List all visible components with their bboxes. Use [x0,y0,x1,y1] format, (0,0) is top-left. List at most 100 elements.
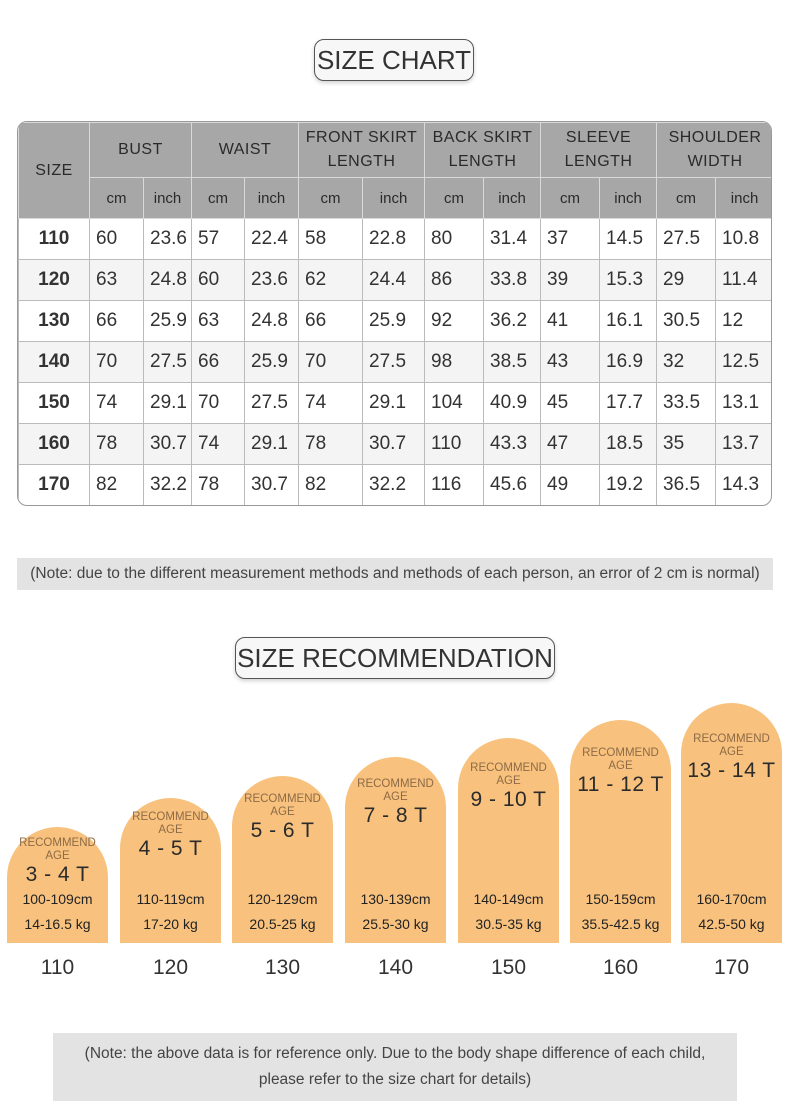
table-cell: 39 [540,259,601,301]
column-group-label: LENGTH [448,153,517,170]
table-cell: 37 [540,218,601,260]
measurement-note: (Note: due to the different measurement … [17,558,773,590]
table-cell: 29.1 [142,382,193,424]
age-label: AGE [383,790,408,803]
reference-note-line-2: please refer to the size chart for detai… [258,1071,532,1088]
recommendation-arch: RECOMMEND AGE 13 - 14 T 160-170cm 42.5-50 kg [681,703,782,943]
table-row: 160 78 30.7 74 29.1 78 30.7 110 43.3 47 18.5 35 13.7 [18,423,771,465]
table-cell: 10.8 [715,218,771,260]
column-group-header: SLEEVE LENGTH [540,122,658,178]
column-group-label: LENGTH [327,153,396,170]
table-cell: 22.8 [362,218,426,260]
table-cell: 47 [540,423,601,465]
table-cell: 23.6 [244,259,300,301]
age-label: AGE [158,824,183,837]
table-cell: 58 [298,218,364,260]
table-cell: 24.8 [142,259,193,301]
table-cell: 13.1 [715,382,771,424]
weight-range: 30.5-35 kg [475,916,542,932]
table-cell: 32 [656,341,717,383]
unit-header: inch [599,177,658,219]
age-label: AGE [270,806,295,819]
table-cell: 33.8 [483,259,542,301]
table-cell: 63 [89,259,144,301]
table-cell: 15.3 [599,259,658,301]
recommendation-arch: RECOMMEND AGE 9 - 10 T 140-149cm 30.5-35 kg [458,738,559,943]
height-range: 130-139cm [360,891,431,907]
column-group-header: BACK SKIRT LENGTH [424,122,542,178]
height-range: 160-170cm [696,891,767,907]
recommended-age: 3 - 4 T [25,863,90,886]
height-range: 110-119cm [136,891,205,907]
table-cell: 45.6 [483,464,542,505]
weight-range: 42.5-50 kg [698,916,765,932]
table-cell: 23.6 [142,218,193,260]
table-cell: 19.2 [599,464,658,505]
table-cell: 74 [89,382,144,424]
column-group-label: LENGTH [564,153,633,170]
table-cell: 43.3 [483,423,542,465]
recommended-age: 7 - 8 T [363,803,428,827]
table-cell: 74 [298,382,364,424]
row-size-cell: 170 [18,464,90,505]
unit-header: inch [244,177,300,219]
table-cell: 22.4 [244,218,300,260]
table-cell: 30.7 [362,423,426,465]
unit-header: inch [362,177,426,219]
table-cell: 16.9 [599,341,658,383]
recommended-age: 4 - 5 T [138,837,203,861]
column-group-label: BUST [118,141,163,158]
reference-note-line-1: (Note: the above data is for reference o… [84,1045,706,1062]
table-cell: 60 [89,218,144,260]
table-cell: 30.5 [656,300,717,342]
recommendation-size-label: 110 [40,956,75,979]
recommendation-size-label: 170 [713,956,750,979]
weight-range: 25.5-30 kg [362,916,429,932]
column-group-header: WAIST [191,122,300,178]
unit-header: cm [191,177,246,219]
weight-range: 14-16.5 kg [24,916,91,932]
recommendation-size-label: 140 [377,956,414,979]
height-range: 150-159cm [585,891,656,907]
recommended-age: 5 - 6 T [250,819,315,843]
column-group-label: SLEEVE [565,129,632,146]
recommendation-size-label: 130 [264,956,301,979]
table-cell: 11.4 [715,259,771,301]
table-cell: 80 [424,218,485,260]
recommended-age: 13 - 14 T [687,759,776,783]
row-size-cell: 120 [18,259,90,301]
table-cell: 12 [715,300,771,342]
table-cell: 27.5 [142,341,193,383]
table-cell: 13.7 [715,423,771,465]
table-row: 170 82 32.2 78 30.7 82 32.2 116 45.6 49 19.2 36.5 14… [18,464,771,505]
row-size-cell: 130 [18,300,90,342]
table-cell: 35 [656,423,717,465]
recommendation-arch: RECOMMEND AGE 5 - 6 T 120-129cm 20.5-25 kg [232,776,333,943]
table-cell: 36.2 [483,300,542,342]
column-group-label: WAIST [218,141,272,158]
table-cell: 98 [424,341,485,383]
column-group-label: WIDTH [687,153,743,170]
table-cell: 78 [298,423,364,465]
recommend-label: RECOMMEND [582,747,659,760]
table-cell: 110 [424,423,485,465]
table-cell: 27.5 [244,382,300,424]
unit-header: inch [142,177,193,219]
table-cell: 25.9 [142,300,193,342]
table-cell: 29.1 [362,382,426,424]
table-cell: 49 [540,464,601,505]
recommend-label: RECOMMEND [244,793,321,806]
table-cell: 70 [298,341,364,383]
unit-header: cm [89,177,144,219]
table-cell: 18.5 [599,423,658,465]
table-cell: 60 [191,259,246,301]
row-size-cell: 140 [18,341,90,383]
column-group-label: BACK SKIRT [432,129,533,146]
table-cell: 12.5 [715,341,771,383]
unit-header: cm [424,177,485,219]
table-cell: 66 [191,341,246,383]
height-range: 120-129cm [247,891,318,907]
table-cell: 25.9 [362,300,426,342]
table-row: 110 60 23.6 57 22.4 58 22.8 80 31.4 37 14.5 27.5 10.… [18,218,771,260]
table-cell: 82 [89,464,144,505]
